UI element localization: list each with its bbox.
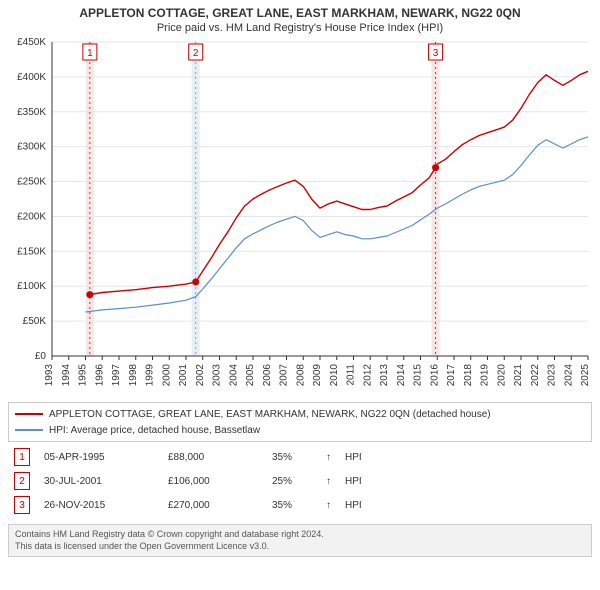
svg-text:2010: 2010 xyxy=(329,364,340,387)
svg-text:1995: 1995 xyxy=(78,364,89,387)
event-hpi-label: HPI xyxy=(345,452,362,463)
svg-text:1998: 1998 xyxy=(128,364,139,387)
svg-text:2007: 2007 xyxy=(279,364,290,387)
svg-text:2019: 2019 xyxy=(480,364,491,387)
svg-text:1: 1 xyxy=(87,48,93,59)
svg-text:2014: 2014 xyxy=(396,364,407,387)
svg-text:£100K: £100K xyxy=(17,281,46,292)
svg-text:2005: 2005 xyxy=(245,364,256,387)
event-pct: 25% xyxy=(272,476,312,487)
svg-text:£450K: £450K xyxy=(17,38,46,48)
event-pct: 35% xyxy=(272,452,312,463)
event-price: £106,000 xyxy=(168,476,258,487)
svg-text:3: 3 xyxy=(433,48,439,59)
svg-text:£300K: £300K xyxy=(17,142,46,153)
svg-text:2016: 2016 xyxy=(429,364,440,387)
svg-text:2023: 2023 xyxy=(547,364,558,387)
legend-swatch-paid xyxy=(15,413,43,415)
svg-text:£0: £0 xyxy=(35,351,47,362)
event-row: 2 30-JUL-2001 £106,000 25% ↑ HPI xyxy=(8,472,592,490)
svg-text:2004: 2004 xyxy=(228,364,239,387)
svg-text:1993: 1993 xyxy=(44,364,55,387)
svg-text:1999: 1999 xyxy=(145,364,156,387)
legend-label: HPI: Average price, detached house, Bass… xyxy=(49,425,260,436)
event-row: 3 26-NOV-2015 £270,000 35% ↑ HPI xyxy=(8,496,592,514)
attribution-line: Contains HM Land Registry data © Crown c… xyxy=(15,529,585,541)
svg-text:2012: 2012 xyxy=(362,364,373,387)
svg-text:£150K: £150K xyxy=(17,246,46,257)
svg-text:2025: 2025 xyxy=(580,364,591,387)
event-row: 1 05-APR-1995 £88,000 35% ↑ HPI xyxy=(8,448,592,466)
event-marker-box: 1 xyxy=(14,448,30,466)
svg-text:2000: 2000 xyxy=(161,364,172,387)
svg-text:2008: 2008 xyxy=(295,364,306,387)
svg-text:2020: 2020 xyxy=(496,364,507,387)
legend-swatch-hpi xyxy=(15,429,43,431)
svg-text:2017: 2017 xyxy=(446,364,457,387)
event-price: £270,000 xyxy=(168,500,258,511)
svg-text:2021: 2021 xyxy=(513,364,524,387)
svg-text:2009: 2009 xyxy=(312,364,323,387)
chart-area: £0 £50K £100K £150K £200K £250K £300K £350K £400… xyxy=(8,38,592,396)
event-date: 05-APR-1995 xyxy=(44,452,154,463)
legend-label: APPLETON COTTAGE, GREAT LANE, EAST MARKH… xyxy=(49,409,491,420)
svg-text:2018: 2018 xyxy=(463,364,474,387)
event-marker-box: 2 xyxy=(14,472,30,490)
event-marker-box: 3 xyxy=(14,496,30,514)
event-hpi-label: HPI xyxy=(345,500,362,511)
svg-text:£250K: £250K xyxy=(17,177,46,188)
event-hpi-label: HPI xyxy=(345,476,362,487)
legend-item: APPLETON COTTAGE, GREAT LANE, EAST MARKH… xyxy=(15,406,585,422)
attribution-box: Contains HM Land Registry data © Crown c… xyxy=(8,524,592,557)
svg-text:£350K: £350K xyxy=(17,107,46,118)
chart-legend: APPLETON COTTAGE, GREAT LANE, EAST MARKH… xyxy=(8,402,592,442)
event-date: 26-NOV-2015 xyxy=(44,500,154,511)
svg-text:2022: 2022 xyxy=(530,364,541,387)
events-table: 1 05-APR-1995 £88,000 35% ↑ HPI 2 30-JUL… xyxy=(8,448,592,520)
chart-container: APPLETON COTTAGE, GREAT LANE, EAST MARKH… xyxy=(0,0,600,590)
svg-text:2015: 2015 xyxy=(413,364,424,387)
svg-text:2: 2 xyxy=(193,48,199,59)
svg-text:£200K: £200K xyxy=(17,211,46,222)
svg-text:2001: 2001 xyxy=(178,364,189,387)
svg-text:£400K: £400K xyxy=(17,72,46,83)
page-subtitle: Price paid vs. HM Land Registry's House … xyxy=(8,22,592,34)
arrow-up-icon: ↑ xyxy=(326,500,331,511)
svg-text:2011: 2011 xyxy=(346,364,357,386)
attribution-line: This data is licensed under the Open Gov… xyxy=(15,541,585,553)
svg-text:1997: 1997 xyxy=(111,364,122,387)
svg-text:2002: 2002 xyxy=(195,364,206,387)
legend-item: HPI: Average price, detached house, Bass… xyxy=(15,422,585,438)
arrow-up-icon: ↑ xyxy=(326,476,331,487)
page-title: APPLETON COTTAGE, GREAT LANE, EAST MARKH… xyxy=(8,6,592,20)
svg-text:1996: 1996 xyxy=(94,364,105,387)
svg-text:2013: 2013 xyxy=(379,364,390,387)
svg-text:2024: 2024 xyxy=(563,364,574,387)
svg-text:2003: 2003 xyxy=(212,364,223,387)
svg-text:1994: 1994 xyxy=(61,364,72,387)
svg-text:2006: 2006 xyxy=(262,364,273,387)
svg-text:£50K: £50K xyxy=(23,316,47,327)
event-pct: 35% xyxy=(272,500,312,511)
event-date: 30-JUL-2001 xyxy=(44,476,154,487)
event-price: £88,000 xyxy=(168,452,258,463)
line-chart-svg: £0 £50K £100K £150K £200K £250K £300K £350K £400… xyxy=(8,38,592,396)
arrow-up-icon: ↑ xyxy=(326,452,331,463)
